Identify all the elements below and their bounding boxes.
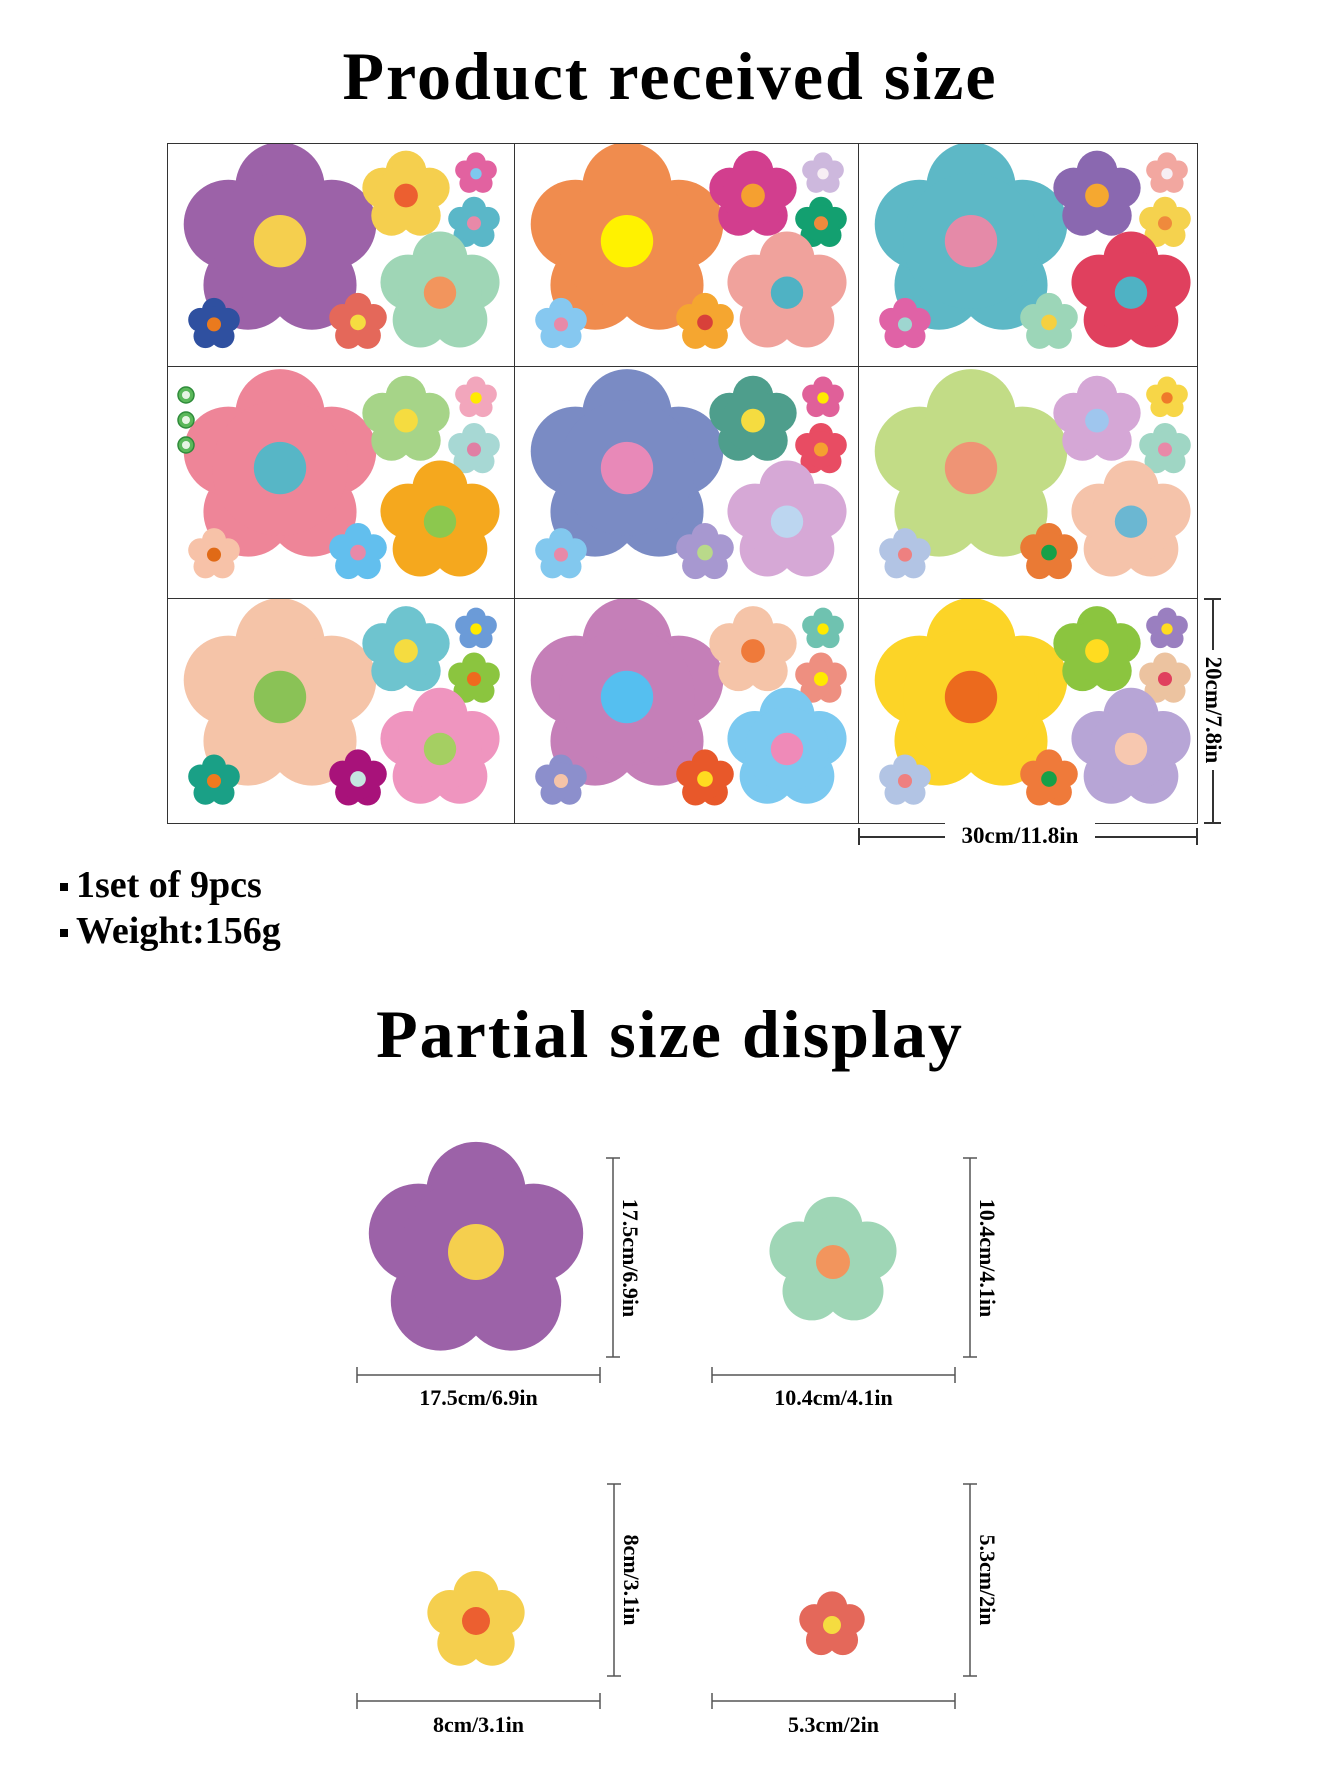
flower-sticker-icon (448, 196, 500, 248)
flower-sticker-icon (188, 754, 240, 805)
flower-sticker-icon (380, 687, 500, 804)
flower-sticker-icon (1020, 292, 1078, 349)
width-dimension-label: 5.3cm/2in (787, 1712, 880, 1737)
flower-sticker-icon (1139, 652, 1191, 703)
flower-sticker-icon (1071, 687, 1191, 804)
sticker-sheet-8 (514, 598, 859, 824)
flower-sticker-icon (362, 606, 450, 692)
flower-sticker-icon (530, 599, 724, 786)
flower-sticker-icon (380, 231, 500, 348)
flower-sticker-icon (1071, 231, 1191, 348)
flower-sticker-icon (1146, 376, 1188, 418)
eco-badge-icon (177, 436, 195, 454)
sticker-sheet-1 (167, 143, 515, 367)
flower-sticker-icon (530, 369, 724, 557)
width-dimension-label: 17.5cm/6.9in (419, 1385, 538, 1410)
height-dimension-cap-bottom (1204, 822, 1221, 824)
flower-sticker-icon (769, 1196, 897, 1321)
leaf-badge-icon (177, 411, 195, 429)
flower-sticker-icon (795, 652, 847, 703)
flower-sticker-icon (535, 754, 587, 805)
recycle-badge-icon (177, 386, 195, 404)
flower-sticker-icon (676, 749, 734, 806)
width-dimension-cap-right (1196, 828, 1198, 845)
flower-sticker-icon (676, 292, 734, 349)
flower-sticker-icon (1146, 152, 1188, 193)
page-title-partial-size-display: Partial size display (376, 996, 964, 1072)
flower-sticker-icon (188, 297, 240, 349)
flower-sticker-icon (795, 196, 847, 248)
width-dimension-label: 30cm/11.8in (945, 823, 1095, 849)
flower-sticker-icon (727, 460, 847, 577)
flower-sticker-icon (676, 523, 734, 580)
flower-sticker-icon (455, 376, 497, 418)
sticker-sheet-4 (167, 366, 515, 599)
product-specs: 1set of 9pcs Weight:156g (60, 862, 281, 954)
flower-sticker-icon (362, 375, 450, 461)
flower-sticker-icon (802, 376, 844, 418)
flower-sticker-icon (1020, 523, 1078, 580)
sticker-sheet-grid (167, 143, 1198, 824)
flower-sticker-icon (879, 297, 931, 349)
flower-sticker-icon (802, 152, 844, 193)
flower-sticker-icon (1071, 460, 1191, 577)
flower-sticker-icon (368, 1141, 584, 1351)
height-dimension-cap-top (1204, 598, 1221, 600)
flower-sticker-icon (879, 754, 931, 805)
flower-sticker-icon (1146, 607, 1188, 649)
spec-weight-text: Weight:156g (76, 910, 281, 952)
flower-sticker-icon (183, 144, 377, 330)
width-dimension-cap-left (858, 828, 860, 845)
flower-sticker-icon (727, 687, 847, 804)
flower-sticker-icon (362, 150, 450, 236)
flower-sticker-icon (183, 369, 377, 557)
flower-sticker-icon (448, 652, 500, 703)
height-dimension-label: 5.3cm/2in (975, 1534, 1000, 1626)
flower-sticker-icon (455, 607, 497, 649)
spec-quantity-text: 1set of 9pcs (76, 864, 262, 906)
flower-sticker-icon (188, 528, 240, 579)
flower-sticker-icon (535, 528, 587, 579)
flower-sticker-icon (329, 523, 387, 580)
flower-sticker-icon (448, 422, 500, 474)
sticker-sheet-2 (514, 143, 859, 367)
flower-sticker-icon (709, 606, 797, 692)
flower-sticker-icon (1053, 606, 1141, 692)
flower-sticker-icon (329, 749, 387, 806)
width-dimension-label: 10.4cm/4.1in (774, 1385, 893, 1410)
flower-sticker-icon (329, 292, 387, 349)
flower-sticker-icon (874, 369, 1068, 557)
sticker-sheet-5 (514, 366, 859, 599)
flower-sticker-icon (1139, 422, 1191, 474)
spec-quantity: 1set of 9pcs (60, 862, 281, 908)
sticker-sheet-6 (858, 366, 1198, 599)
flower-sticker-icon (455, 152, 497, 193)
flower-sticker-icon (709, 150, 797, 236)
flower-sticker-icon (183, 599, 377, 786)
flower-sticker-icon (380, 460, 500, 577)
sticker-sheet-9 (858, 598, 1198, 824)
flower-sticker-icon (535, 297, 587, 349)
bullet-icon (60, 883, 68, 891)
flower-sticker-icon (1053, 375, 1141, 461)
flower-sticker-icon (879, 528, 931, 579)
width-dimension-label: 8cm/3.1in (432, 1712, 525, 1737)
flower-sticker-icon (795, 422, 847, 474)
page-title-product-received-size: Product received size (342, 38, 998, 114)
spec-weight: Weight:156g (60, 908, 281, 954)
sticker-sheet-7 (167, 598, 515, 824)
flower-sticker-icon (1053, 150, 1141, 236)
sticker-sheet-3 (858, 143, 1198, 367)
flower-sticker-icon (427, 1571, 525, 1666)
flower-sticker-icon (727, 231, 847, 348)
flower-sticker-icon (874, 599, 1068, 786)
flower-sticker-icon (1020, 749, 1078, 806)
bullet-icon (60, 929, 68, 937)
flower-sticker-icon (799, 1591, 865, 1656)
flower-sticker-icon (802, 607, 844, 649)
flower-sticker-icon (709, 375, 797, 461)
